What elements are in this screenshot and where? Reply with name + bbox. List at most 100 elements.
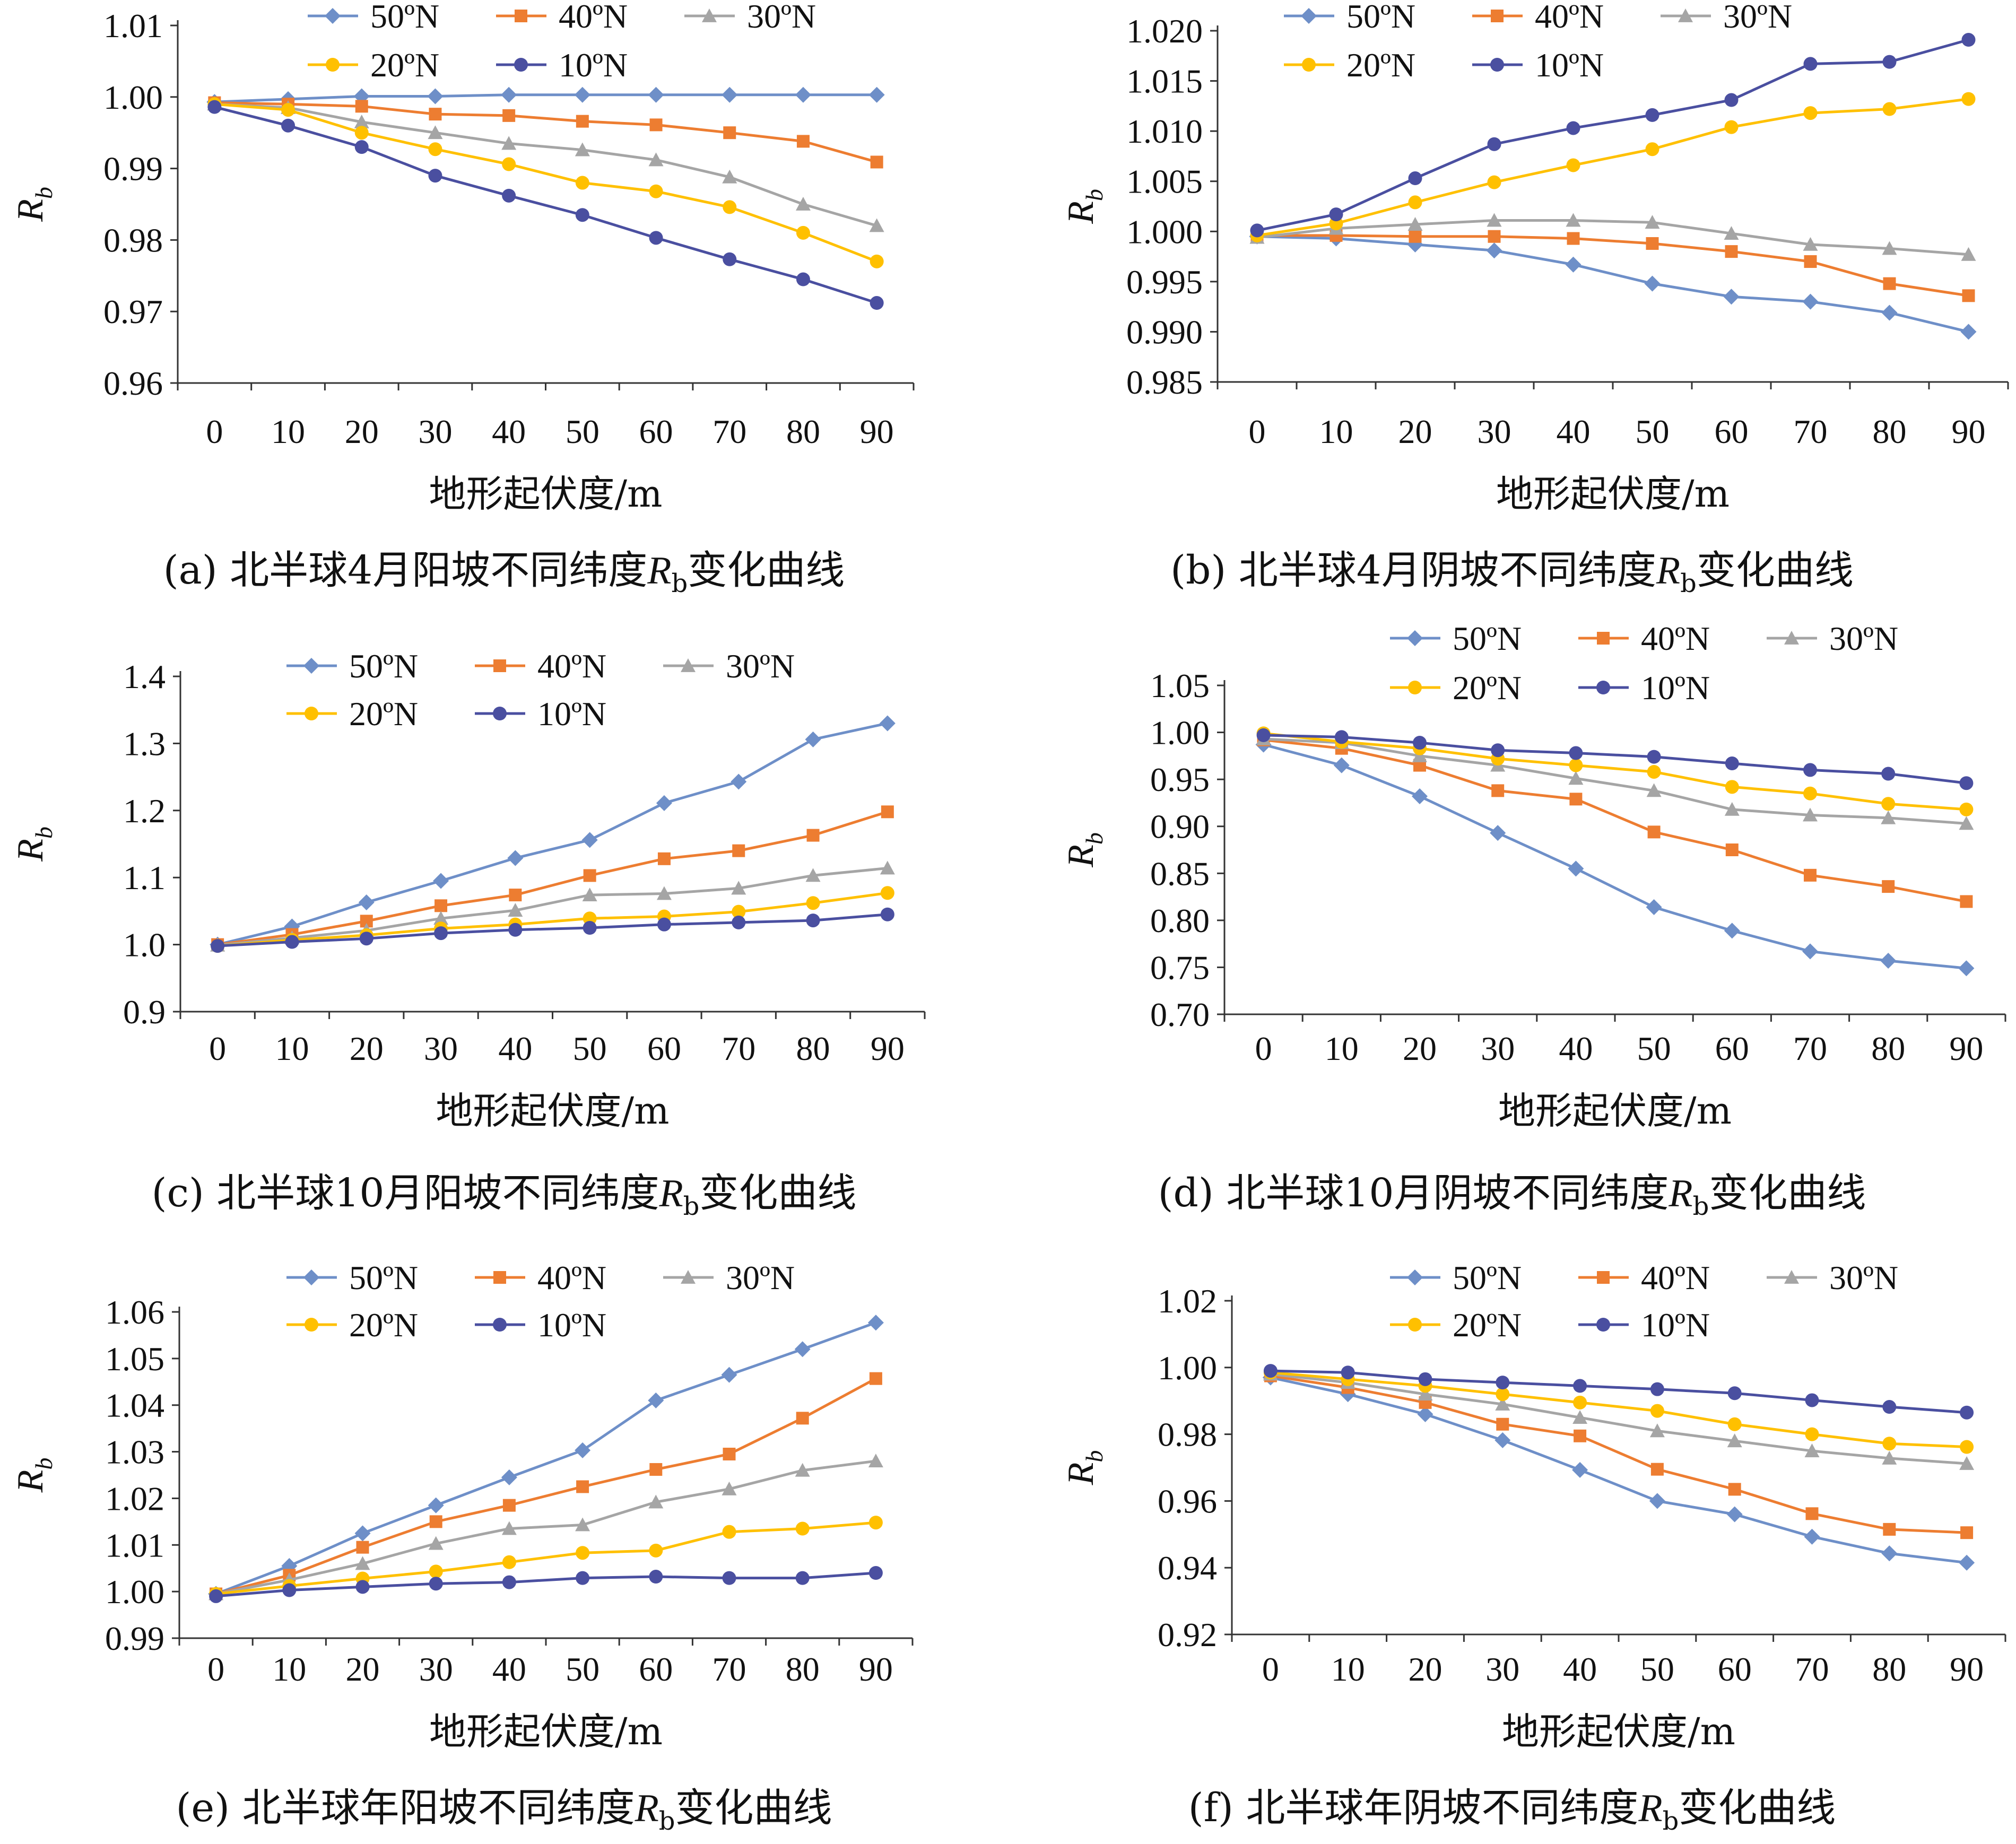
x-tick-label: 90 xyxy=(859,1650,893,1688)
data-point xyxy=(576,1546,590,1560)
data-point xyxy=(1961,247,1976,261)
x-tick-label: 80 xyxy=(786,413,820,450)
data-point xyxy=(433,911,449,925)
series-line xyxy=(1257,219,1969,256)
data-point xyxy=(1725,780,1739,794)
x-tick-label: 30 xyxy=(1481,1030,1515,1067)
data-point xyxy=(1805,1393,1819,1407)
legend-swatch-marker xyxy=(303,658,319,674)
data-point xyxy=(1650,1382,1664,1396)
series-50ºN xyxy=(208,1315,884,1602)
data-point xyxy=(429,1515,442,1528)
data-point xyxy=(1646,899,1662,916)
data-point xyxy=(281,103,296,117)
data-point xyxy=(435,899,448,912)
data-point xyxy=(1728,1483,1741,1496)
series-line xyxy=(1263,743,1967,970)
y-axis-title-sub: b xyxy=(30,187,57,199)
x-tick-label: 50 xyxy=(1640,1650,1674,1688)
series-line xyxy=(218,913,888,947)
data-point xyxy=(1567,232,1580,245)
y-tick-label: 0.70 xyxy=(1150,996,1210,1033)
data-point xyxy=(1487,213,1502,227)
caption-prefix: (e) 北半球年阳坡不同纬度 xyxy=(176,1785,635,1831)
data-point xyxy=(723,1447,736,1460)
y-tick-label: 0.75 xyxy=(1150,949,1210,986)
chart-f: 0.92 0.94 0.96 0.98 1.00 1.02 0 10 20 30 40 50 60 70 8… xyxy=(1061,1259,2006,1753)
y-tick-label: 0.985 xyxy=(1126,363,1203,401)
panel-d: 0.70 0.75 0.80 0.85 0.90 0.95 1.00 1.05 0 10 20 30 4… xyxy=(1008,615,2016,1230)
x-tick-label: 80 xyxy=(1871,1030,1905,1067)
caption-var: R xyxy=(647,549,672,593)
series-line xyxy=(1263,732,1967,811)
caption-var: R xyxy=(1656,549,1681,593)
series-line xyxy=(1263,734,1967,785)
legend-label: 10ºN xyxy=(1641,1306,1710,1344)
legend-label: 40ºN xyxy=(1641,620,1710,657)
y-tick-label: 1.00 xyxy=(105,1573,164,1611)
data-point xyxy=(732,915,746,929)
data-point xyxy=(1418,1372,1432,1386)
data-point xyxy=(1250,223,1264,238)
x-tick-label: 10 xyxy=(1331,1650,1365,1688)
data-point xyxy=(1647,825,1661,839)
x-tick-label: 0 xyxy=(1249,413,1266,450)
x-tick-label: 60 xyxy=(639,413,673,450)
x-tick-label: 80 xyxy=(786,1650,820,1688)
data-point xyxy=(508,903,523,917)
x-axis-title: 地形起伏度/m xyxy=(436,1089,670,1133)
legend-label: 20ºN xyxy=(370,46,439,84)
data-point xyxy=(1959,1554,1975,1571)
data-point xyxy=(427,88,444,105)
data-point xyxy=(429,108,442,121)
axes: 0.9 1.0 1.1 1.2 1.3 1.4 0 10 20 30 40 50 60 70 80 90 地形起… xyxy=(10,658,926,1133)
legend-label: 50ºN xyxy=(1453,1259,1522,1297)
legend-swatch-marker xyxy=(1596,681,1610,694)
chart-d: 0.70 0.75 0.80 0.85 0.90 0.95 1.00 1.05 0 10 20 30 4… xyxy=(1061,620,2006,1133)
data-point xyxy=(1804,1528,1820,1545)
data-point xyxy=(796,272,810,286)
data-point xyxy=(1960,1440,1974,1454)
data-point xyxy=(429,1577,443,1591)
data-point xyxy=(1565,256,1581,273)
legend: 50ºN 40ºN 30ºN 20ºN 10ºN xyxy=(308,0,816,84)
x-tick-label: 40 xyxy=(1559,1030,1593,1067)
caption-var: R xyxy=(635,1787,659,1830)
data-point xyxy=(1805,1427,1819,1441)
data-point xyxy=(1569,758,1583,772)
data-point xyxy=(1488,230,1501,243)
legend-label: 10ºN xyxy=(1641,669,1710,707)
data-point xyxy=(1569,746,1583,760)
x-tick-label: 90 xyxy=(860,413,894,450)
caption-sub: b xyxy=(671,568,688,598)
legend-swatch-marker xyxy=(1678,8,1693,22)
data-point xyxy=(1412,748,1427,762)
legend: 50ºN 40ºN 30ºN 20ºN 10ºN xyxy=(286,1259,795,1344)
data-point xyxy=(806,896,820,910)
data-point xyxy=(574,86,590,103)
caption-sub: b xyxy=(658,1806,675,1836)
data-point xyxy=(1644,275,1661,292)
x-tick-label: 20 xyxy=(345,413,379,450)
data-point xyxy=(1959,802,1974,816)
data-point xyxy=(1726,1506,1743,1523)
axes: 0.99 1.00 1.01 1.02 1.03 1.04 1.05 1.06 0 10 20 30 4… xyxy=(10,1293,914,1753)
x-tick-label: 60 xyxy=(1715,413,1749,450)
data-point xyxy=(1882,1437,1897,1451)
data-point xyxy=(501,1521,517,1535)
data-point xyxy=(806,829,820,842)
data-point xyxy=(1727,1386,1742,1401)
x-axis-title: 地形起伏度/m xyxy=(429,472,663,516)
legend: 50ºN 40ºN 30ºN 20ºN 10ºN xyxy=(1284,0,1792,84)
legend-swatch-marker xyxy=(1597,1271,1610,1284)
data-point xyxy=(1961,33,1976,47)
y-tick-label: 0.98 xyxy=(1158,1416,1217,1454)
data-point xyxy=(576,115,589,128)
data-point xyxy=(1725,843,1739,856)
caption-sub: b xyxy=(1662,1806,1679,1836)
caption-a: (a) 北半球4月阳坡不同纬度Rb变化曲线 xyxy=(0,538,1008,598)
data-point xyxy=(795,197,811,211)
legend-label: 30ºN xyxy=(1723,0,1792,35)
legend-swatch-marker xyxy=(1302,58,1316,72)
x-tick-label: 40 xyxy=(1563,1650,1597,1688)
